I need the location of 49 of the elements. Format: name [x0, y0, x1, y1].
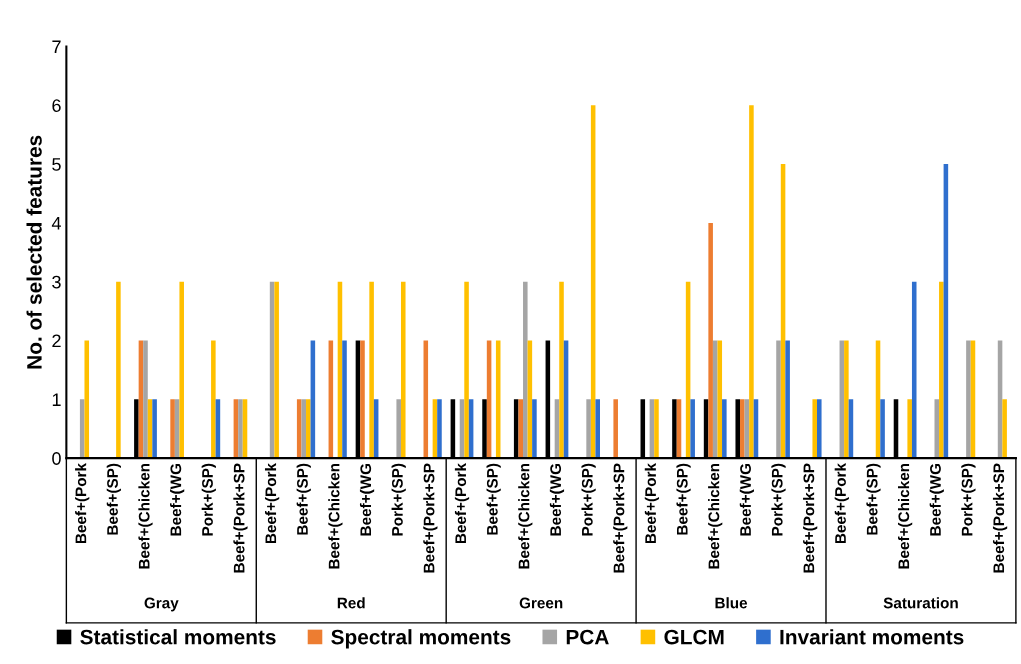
y-tick-label: 3: [52, 275, 61, 289]
x-tick-label: Beef+(Pork: [75, 463, 90, 544]
x-tick-label: Beef+(SP): [486, 463, 501, 535]
legend-label: Invariant moments: [780, 629, 964, 645]
x-tick-label: Beef+(Pork: [454, 463, 470, 544]
legend-label: PCA: [566, 629, 609, 645]
y-tick-label: 1: [52, 393, 61, 406]
x-tick-label: Beef+(SP): [296, 463, 311, 535]
y-tick-label: 4: [51, 217, 61, 230]
x-tick-label: Beef+(Pork+SP: [613, 463, 628, 573]
x-tick-label: Beef+(Chicken: [708, 463, 723, 569]
text: Gray: [144, 597, 179, 612]
x-tick-label: Beef+(SP): [866, 463, 881, 535]
x-tick-label: Pork+(SP): [961, 463, 976, 536]
legend-label: GLCM: [664, 629, 724, 645]
legend-label: Statistical moments: [80, 629, 276, 645]
y-tick-label: 5: [52, 158, 61, 171]
legend-label: Spectral moments: [331, 629, 511, 649]
x-tick-label: Beef+(Pork+SP: [423, 463, 438, 573]
x-tick-label: Beef+(WG: [549, 463, 565, 536]
x-tick-label: Beef+(Chicken: [518, 463, 533, 569]
x-tick-label: Beef+(Chicken: [898, 463, 913, 569]
x-tick-label: Beef+(Pork+SP: [803, 463, 818, 573]
x-tick-label: Beef+(Pork+SP: [233, 463, 248, 573]
x-tick-label: Pork+(SP): [201, 463, 216, 536]
x-tick-label: Beef+(WG: [170, 463, 185, 536]
x-tick-label: Beef+(Chicken: [138, 463, 153, 569]
text: Saturation: [883, 597, 958, 609]
x-tick-label: Pork+(SP): [771, 463, 786, 536]
x-tick-label: Beef+(WG: [929, 463, 944, 536]
y-tick-label: 7: [52, 40, 61, 54]
x-tick-label: Beef+(Pork: [644, 463, 660, 544]
x-tick-label: Beef+(Pork: [264, 463, 280, 544]
x-tick-label: Beef+(WG: [739, 463, 754, 536]
y-tick-label: 0: [52, 452, 61, 465]
text: Green: [519, 597, 563, 609]
x-tick-label: Beef+(Pork: [834, 463, 849, 544]
y-axis-title: No. of selected features: [26, 135, 42, 369]
text: Red: [337, 597, 365, 609]
text: Blue: [715, 597, 748, 609]
x-tick-label: Beef+(SP): [676, 463, 691, 535]
y-tick-label: 2: [52, 334, 61, 348]
x-tick-label: Beef+(WG: [359, 463, 375, 536]
x-tick-label: Beef+(SP): [106, 463, 121, 535]
x-tick-label: Pork+(SP): [391, 463, 406, 536]
x-tick-label: Beef+(Chicken: [328, 463, 343, 569]
x-tick-label: Beef+(Pork+SP: [992, 463, 1008, 573]
y-tick-label: 6: [52, 99, 61, 113]
x-tick-label: Pork+(SP): [581, 463, 596, 536]
